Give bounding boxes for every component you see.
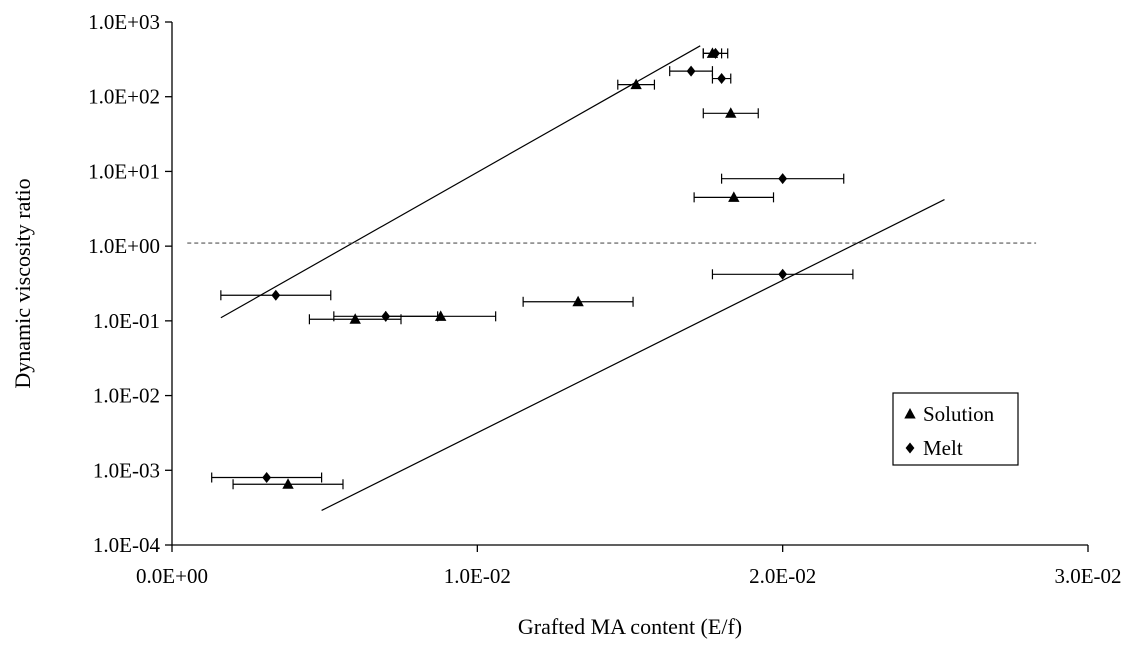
- melt-point: [262, 472, 272, 484]
- y-tick-label: 1.0E-04: [93, 533, 161, 557]
- melt-point: [381, 310, 391, 322]
- y-tick-label: 1.0E+03: [88, 10, 160, 34]
- x-axis-title: Grafted MA content (E/f): [518, 614, 742, 639]
- data-points: [211, 47, 854, 490]
- trend-line: [220, 45, 701, 319]
- reference-lines: [187, 45, 1037, 511]
- y-axis-title: Dynamic viscosity ratio: [10, 178, 35, 388]
- melt-point: [778, 268, 788, 280]
- x-tick-label: 0.0E+00: [136, 564, 208, 588]
- y-tick-label: 1.0E+01: [88, 159, 160, 183]
- y-tick-label: 1.0E+00: [88, 234, 160, 258]
- x-tick-label: 1.0E-02: [444, 564, 511, 588]
- solution-point: [349, 313, 361, 324]
- axes: 1.0E-04 1.0E-03 1.0E-02 1.0E-01 1.0E+00 1.0E+…: [88, 10, 1121, 588]
- solution-point: [572, 295, 584, 307]
- solution-point: [630, 78, 642, 90]
- solution-point: [728, 191, 740, 202]
- trend-line: [321, 199, 945, 511]
- melt-point: [711, 47, 720, 59]
- melt-point: [717, 73, 726, 85]
- legend-marker-melt: [905, 442, 915, 454]
- melt-point: [778, 173, 788, 185]
- x-tick-label: 2.0E-02: [749, 564, 816, 588]
- solution-point: [434, 310, 447, 321]
- legend-label-melt: Melt: [923, 436, 963, 460]
- x-tick-label: 3.0E-02: [1054, 564, 1121, 588]
- legend-label-solution: Solution: [923, 402, 995, 426]
- legend-marker-solution: [904, 408, 916, 419]
- melt-point: [686, 65, 696, 77]
- melt-point: [271, 289, 281, 301]
- y-tick-label: 1.0E-01: [93, 309, 160, 333]
- y-tick-label: 1.0E-03: [93, 458, 160, 482]
- y-tick-label: 1.0E-02: [93, 384, 160, 408]
- solution-point: [725, 107, 737, 118]
- legend: Solution Melt: [892, 392, 1019, 466]
- y-tick-label: 1.0E+02: [88, 85, 160, 109]
- legend-box: [892, 392, 1019, 466]
- solution-point: [282, 478, 294, 489]
